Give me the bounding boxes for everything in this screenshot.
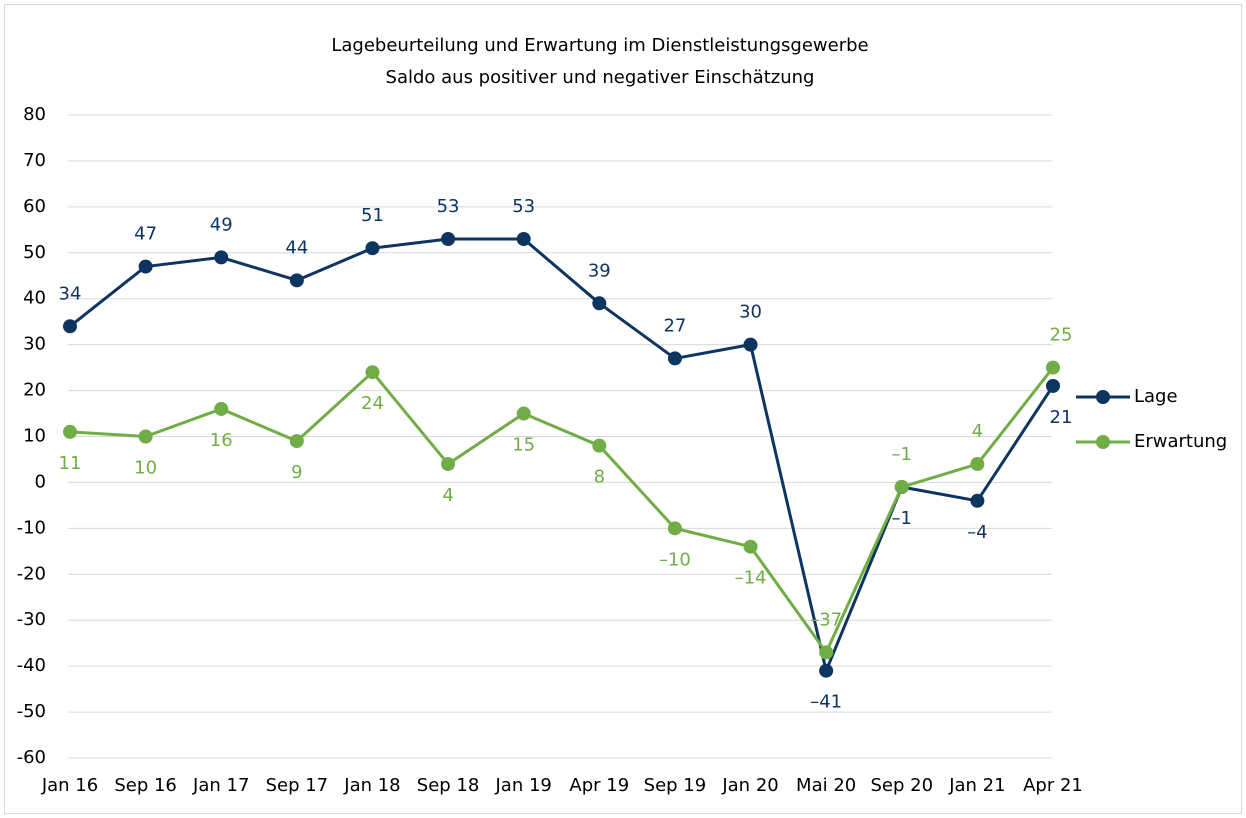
data-point [743, 539, 758, 554]
data-point [667, 521, 682, 536]
data-label: 49 [210, 214, 233, 235]
y-tick-label: 30 [23, 334, 46, 355]
legend-label: Lage [1134, 386, 1178, 407]
y-tick-label: -10 [17, 517, 46, 538]
x-tick-label: Sep 20 [870, 775, 933, 796]
data-label: –10 [659, 549, 691, 570]
legend-marker [1096, 390, 1110, 404]
x-tick-label: Jan 21 [948, 775, 1005, 796]
y-tick-label: 0 [35, 471, 46, 492]
data-label: 24 [361, 393, 384, 414]
series-line [69, 366, 1055, 654]
data-label: 15 [512, 435, 535, 456]
data-point [365, 241, 380, 256]
y-tick-label: 60 [23, 196, 46, 217]
data-label: 47 [134, 224, 157, 245]
data-point [894, 480, 909, 495]
data-label: 9 [291, 462, 302, 483]
x-tick-label: Apr 19 [569, 775, 629, 796]
data-label: 53 [437, 196, 460, 217]
x-tick-label: Jan 19 [495, 775, 552, 796]
x-tick-label: Sep 17 [266, 775, 329, 796]
data-point [970, 493, 985, 508]
chart-title: Lagebeurteilung und Erwartung im Dienstl… [331, 35, 868, 56]
data-point [819, 645, 834, 660]
data-label: 16 [210, 430, 233, 451]
data-point [214, 250, 229, 265]
data-label: 4 [442, 485, 453, 506]
data-label: 39 [588, 260, 611, 281]
y-tick-label: 50 [23, 242, 46, 263]
data-point [1046, 378, 1060, 393]
y-tick-label: -60 [17, 747, 46, 768]
data-point [63, 424, 77, 439]
x-tick-label: Sep 18 [417, 775, 480, 796]
data-point [970, 457, 985, 472]
x-tick-label: Jan 16 [41, 775, 98, 796]
x-tick-label: Apr 21 [1023, 775, 1083, 796]
data-label: 21 [1050, 407, 1073, 428]
data-point [214, 401, 229, 416]
data-point [1046, 360, 1060, 375]
y-tick-label: 80 [23, 104, 46, 125]
data-label: –37 [810, 609, 842, 630]
y-tick-label: -40 [17, 655, 46, 676]
data-point [63, 319, 77, 334]
data-label: –4 [967, 522, 987, 543]
data-label: 25 [1050, 325, 1073, 346]
data-label: –1 [892, 508, 912, 529]
data-point [138, 259, 153, 274]
data-point [289, 273, 304, 288]
data-point [516, 406, 531, 421]
data-point [441, 232, 456, 247]
data-point [743, 337, 758, 352]
y-tick-label: -50 [17, 701, 46, 722]
x-tick-label: Sep 16 [114, 775, 177, 796]
data-point [289, 434, 304, 449]
legend-marker [1096, 435, 1110, 449]
data-label: 4 [972, 421, 983, 442]
data-point [592, 438, 607, 453]
data-label: –1 [892, 444, 912, 465]
data-label: 30 [739, 302, 762, 323]
data-point [819, 663, 834, 678]
chart-subtitle: Saldo aus positiver und negativer Einsch… [386, 67, 815, 88]
data-label: 34 [59, 283, 82, 304]
y-tick-label: -30 [17, 609, 46, 630]
x-tick-label: Jan 20 [721, 775, 778, 796]
y-tick-label: 70 [23, 150, 46, 171]
x-tick-label: Sep 19 [644, 775, 707, 796]
data-label: 8 [594, 467, 605, 488]
data-label: 27 [663, 315, 686, 336]
data-point [138, 429, 153, 444]
data-label: 11 [59, 453, 82, 474]
data-label: –41 [810, 692, 842, 713]
data-point [516, 232, 531, 247]
data-label: 44 [285, 237, 308, 258]
y-tick-label: -20 [17, 563, 46, 584]
x-tick-label: Jan 17 [192, 775, 249, 796]
y-tick-label: 10 [23, 426, 46, 447]
data-point [667, 351, 682, 366]
data-point [441, 457, 456, 472]
x-tick-label: Jan 18 [343, 775, 400, 796]
chart-border [4, 4, 1242, 814]
data-point [365, 365, 380, 380]
y-tick-label: 20 [23, 380, 46, 401]
x-tick-label: Mai 20 [796, 775, 856, 796]
data-label: 53 [512, 196, 535, 217]
data-label: –14 [735, 568, 767, 589]
legend-label: Erwartung [1134, 431, 1227, 452]
data-point [592, 296, 607, 311]
y-tick-label: 40 [23, 288, 46, 309]
data-label: 51 [361, 205, 384, 226]
data-label: 10 [134, 458, 157, 479]
